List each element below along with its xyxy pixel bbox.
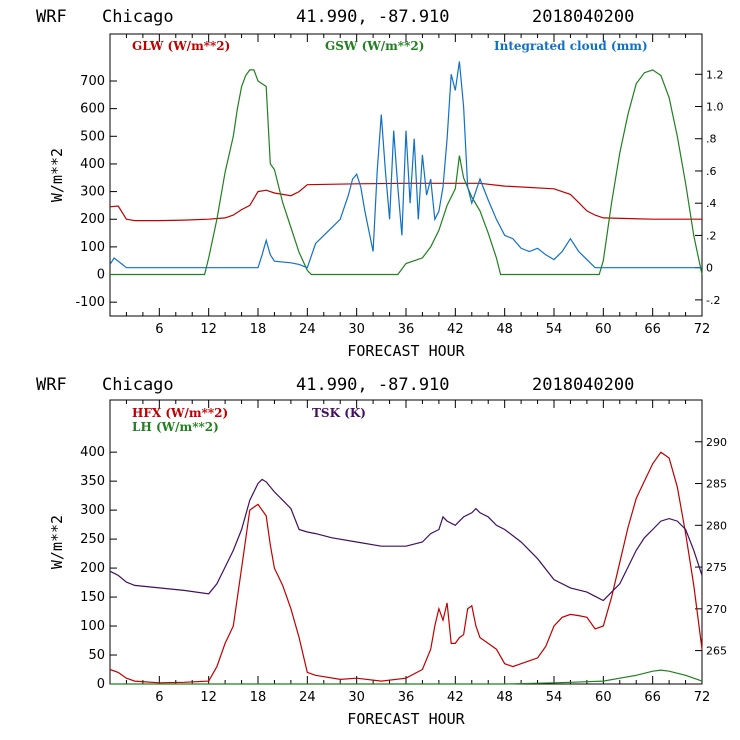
x-tick-label: 66 [644,690,661,705]
series-line-integrated [109,61,702,269]
title-model: WRF [36,375,67,395]
y2-tick-label: 1.0 [706,101,724,114]
y2-tick-label: .6 [706,165,717,178]
y-tick-label: -100 [75,295,105,310]
x-axis-label: FORECAST HOUR [347,342,465,360]
y2-tick-label: 0 [706,262,713,275]
y-tick-label: 50 [88,648,105,663]
x-tick-label: 24 [299,690,316,705]
y2-tick-label: 290 [706,436,727,449]
title-init-time: 2018040200 [532,7,634,27]
chart-panel-top: WRF Chicago 41.990, -87.910 2018040200 6 12 18… [36,7,724,360]
x-tick-label: 36 [398,322,415,337]
y2-tick-label: 285 [706,478,727,491]
x-tick-label: 48 [496,690,513,705]
x-tick-label: 60 [595,322,612,337]
title-model: WRF [36,7,67,27]
title-location: Chicago [102,375,174,395]
x-tick-label: 12 [200,690,217,705]
series-line-lh [110,669,703,685]
y2-tick-label: .8 [706,133,717,146]
legend-entry-integrated: Integrated cloud (mm) [494,39,648,53]
x-tick-label: 60 [595,690,612,705]
x-tick-label: 6 [155,690,163,705]
x-tick-label: 30 [348,690,365,705]
y-tick-label: 700 [80,74,105,89]
y2-tick-label: 280 [706,519,727,532]
x-tick-label: 6 [155,322,163,337]
x-tick-label: 42 [447,690,464,705]
y-tick-label: 400 [80,445,105,460]
legend-entry-lh: LH (W/m**2) [132,420,219,434]
x-tick-label: 54 [546,322,563,337]
legend-entry-tsk: TSK (K) [312,406,366,420]
x-tick-label: 48 [496,322,513,337]
y-axis-label: W/m**2 [48,515,66,569]
y-tick-label: 250 [80,532,105,547]
y-tick-label: 500 [80,129,105,144]
title-location: Chicago [102,7,174,27]
x-tick-label: 12 [200,322,217,337]
legend-entry-glw: GLW (W/m**2) [132,39,230,53]
chart-panel-bottom: WRF Chicago 41.990, -87.910 2018040200 6 12 18… [36,375,727,728]
y2-tick-label: 1.2 [706,68,724,81]
x-tick-label: 24 [299,322,316,337]
y2-tick-label: .4 [706,197,717,210]
y-tick-label: 0 [97,268,105,283]
y2-tick-label: 275 [706,561,727,574]
y-tick-label: 350 [80,474,105,489]
y-tick-label: 0 [97,677,105,692]
legend-entry-hfx: HFX (W/m**2) [132,406,228,420]
y2-tick-label: 270 [706,603,727,616]
y-tick-label: 400 [80,157,105,172]
x-tick-label: 18 [250,690,267,705]
series-line-gsw [110,69,703,276]
x-axis-label: FORECAST HOUR [347,710,465,728]
series-line-glw [109,182,702,222]
x-tick-label: 66 [644,322,661,337]
y-tick-label: 100 [80,240,105,255]
x-tick-label: 72 [694,690,711,705]
series-line-tsk [109,478,703,602]
y-tick-label: 600 [80,102,105,117]
y2-tick-label: -.2 [706,294,720,307]
plot-frame [109,33,703,317]
chart-title: WRF Chicago 41.990, -87.910 2018040200 [36,7,634,27]
y-tick-label: 200 [80,561,105,576]
plot-frame [109,399,703,685]
series-line-hfx [109,451,703,684]
legend-entry-gsw: GSW (W/m**2) [325,39,424,53]
x-tick-label: 42 [447,322,464,337]
y-tick-label: 200 [80,212,105,227]
y-tick-label: 150 [80,590,105,605]
title-coords: 41.990, -87.910 [296,7,450,27]
y2-tick-label: 265 [706,645,727,658]
y-axis-label: W/m**2 [48,148,66,202]
y-tick-label: 300 [80,185,105,200]
y-tick-label: 100 [80,619,105,634]
x-tick-label: 72 [694,322,711,337]
chart-title: WRF Chicago 41.990, -87.910 2018040200 [36,375,634,395]
x-tick-label: 30 [348,322,365,337]
title-coords: 41.990, -87.910 [296,375,450,395]
title-init-time: 2018040200 [532,375,634,395]
x-tick-label: 36 [398,690,415,705]
x-tick-label: 18 [250,322,267,337]
y-tick-label: 300 [80,503,105,518]
x-tick-label: 54 [546,690,563,705]
y2-tick-label: .2 [706,229,717,242]
